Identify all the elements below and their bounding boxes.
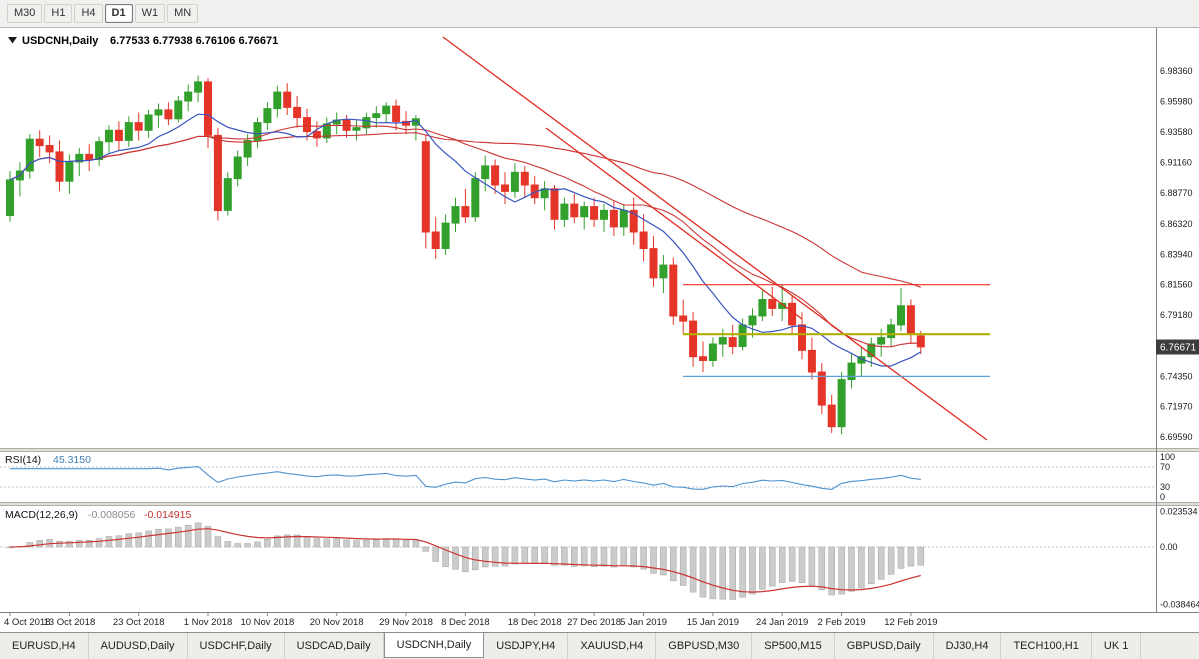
pane-splitters[interactable] xyxy=(0,448,1199,506)
ma-fast-blue-line xyxy=(9,113,922,367)
chart-tab-tech100-h1[interactable]: TECH100,H1 xyxy=(1001,633,1092,659)
svg-text:13 Oct 2018: 13 Oct 2018 xyxy=(44,617,96,628)
svg-text:15 Jan 2019: 15 Jan 2019 xyxy=(687,617,739,628)
chart-tab-gbpusd-daily[interactable]: GBPUSD,Daily xyxy=(834,633,934,659)
svg-text:4 Oct 2018: 4 Oct 2018 xyxy=(4,617,50,628)
descending-trendline[interactable] xyxy=(545,127,803,320)
chart-tab-audusd-daily[interactable]: AUDUSD,Daily xyxy=(88,633,188,659)
svg-text:10 Nov 2018: 10 Nov 2018 xyxy=(240,617,294,628)
svg-text:6.86320: 6.86320 xyxy=(1160,219,1193,229)
chart-tab-gbpusd-m30[interactable]: GBPUSD,M30 xyxy=(656,633,753,659)
chart-tabs-bar: EURUSD,H4 AUDUSD,Daily USDCHF,Daily USDCAD,… xyxy=(0,632,1199,659)
chart-tab-usdcad-daily[interactable]: USDCAD,Daily xyxy=(284,633,384,659)
chart-tab-usdcnh-daily[interactable]: USDCNH,Daily xyxy=(383,633,485,658)
svg-text:-0.038464: -0.038464 xyxy=(1160,600,1199,610)
chart-tab-usdjpy-h4[interactable]: USDJPY,H4 xyxy=(484,633,569,659)
svg-text:6.71970: 6.71970 xyxy=(1160,402,1193,412)
svg-text:24 Jan 2019: 24 Jan 2019 xyxy=(756,617,808,628)
chart-tab-usdchf-daily[interactable]: USDCHF,Daily xyxy=(187,633,285,659)
svg-text:6.69590: 6.69590 xyxy=(1160,432,1193,442)
svg-text:27 Dec 2018: 27 Dec 2018 xyxy=(567,617,621,628)
chart-title-ohlc: 6.77533 6.77938 6.76106 6.76671 xyxy=(110,35,278,47)
candles-layer xyxy=(6,75,925,435)
descending-trendline[interactable] xyxy=(442,36,988,441)
svg-text:2 Feb 2019: 2 Feb 2019 xyxy=(818,617,866,628)
svg-text:6.93580: 6.93580 xyxy=(1160,127,1193,137)
svg-text:1 Nov 2018: 1 Nov 2018 xyxy=(184,617,233,628)
chart-tab-sp500-m15[interactable]: SP500,M15 xyxy=(752,633,835,659)
svg-text:0.023534: 0.023534 xyxy=(1160,507,1198,517)
svg-text:8 Dec 2018: 8 Dec 2018 xyxy=(441,617,490,628)
rsi-indicator-value: 45.3150 xyxy=(53,454,91,466)
svg-text:18 Dec 2018: 18 Dec 2018 xyxy=(508,617,562,628)
timeframe-button-d1[interactable]: D1 xyxy=(104,4,133,23)
svg-text:6.91160: 6.91160 xyxy=(1160,158,1192,168)
svg-text:20 Nov 2018: 20 Nov 2018 xyxy=(310,617,364,628)
rsi-indicator-label: RSI(14) xyxy=(5,454,41,466)
timeframe-button-h1[interactable]: H1 xyxy=(44,4,73,23)
chart-tab-dj30-h4[interactable]: DJ30,H4 xyxy=(933,633,1002,659)
macd-signal-value: -0.014915 xyxy=(144,509,191,521)
ma-slow-red-line xyxy=(9,124,921,348)
chart-generated-layers: 6.98360 6.95980 6.93580 6.91160 6.88770 6.863… xyxy=(0,28,1199,628)
price-axis[interactable]: 6.98360 6.95980 6.93580 6.91160 6.88770 6.863… xyxy=(1160,66,1193,442)
svg-text:5 Jan 2019: 5 Jan 2019 xyxy=(620,617,667,628)
timeframe-button-h4[interactable]: H4 xyxy=(74,4,103,23)
chart-window: 6.98360 6.95980 6.93580 6.91160 6.88770 6.863… xyxy=(0,28,1199,632)
macd-main-value: -0.008056 xyxy=(88,509,135,521)
svg-text:6.74350: 6.74350 xyxy=(1160,371,1193,381)
svg-text:100: 100 xyxy=(1160,452,1175,462)
svg-text:29 Nov 2018: 29 Nov 2018 xyxy=(379,617,433,628)
current-price-badge-text: 6.76671 xyxy=(1160,343,1197,354)
chart-title-symbol: USDCNH,Daily xyxy=(22,35,99,47)
svg-text:6.95980: 6.95980 xyxy=(1160,96,1193,106)
svg-text:23 Oct 2018: 23 Oct 2018 xyxy=(113,617,165,628)
timeframe-toolbar: M30 H1 H4 D1 W1 MN xyxy=(0,0,1199,28)
chart-tab-uk-1[interactable]: UK 1 xyxy=(1091,633,1142,659)
macd-levels: 0.023534 0.00 -0.038464 xyxy=(0,507,1199,610)
svg-text:70: 70 xyxy=(1160,462,1170,472)
svg-text:12 Feb 2019: 12 Feb 2019 xyxy=(884,617,937,628)
macd-signal-line xyxy=(9,528,921,593)
svg-text:30: 30 xyxy=(1160,482,1170,492)
svg-text:6.81560: 6.81560 xyxy=(1160,280,1193,290)
timeframe-button-w1[interactable]: W1 xyxy=(134,4,166,23)
svg-text:0: 0 xyxy=(1160,492,1165,502)
svg-text:6.88770: 6.88770 xyxy=(1160,188,1193,198)
price-chart-canvas[interactable]: 6.98360 6.95980 6.93580 6.91160 6.88770 6.863… xyxy=(0,28,1199,632)
chart-collapse-triangle-icon[interactable] xyxy=(8,37,17,44)
chart-tab-xauusd-h4[interactable]: XAUUSD,H4 xyxy=(568,633,657,659)
svg-text:6.79180: 6.79180 xyxy=(1160,310,1193,320)
svg-text:0.00: 0.00 xyxy=(1160,542,1178,552)
macd-histogram xyxy=(6,522,925,600)
macd-indicator-label: MACD(12,26,9) xyxy=(5,509,78,521)
rsi-line xyxy=(10,465,921,490)
chart-objects[interactable] xyxy=(442,36,990,441)
current-price-badge xyxy=(1156,339,1199,355)
chart-tab-eurusd-h4[interactable]: EURUSD,H4 xyxy=(0,633,89,659)
timeframe-button-m30[interactable]: M30 xyxy=(7,4,43,23)
timeframe-button-mn[interactable]: MN xyxy=(167,4,199,23)
axes xyxy=(0,28,1199,613)
svg-text:6.83940: 6.83940 xyxy=(1160,249,1193,259)
svg-text:6.98360: 6.98360 xyxy=(1160,66,1193,76)
